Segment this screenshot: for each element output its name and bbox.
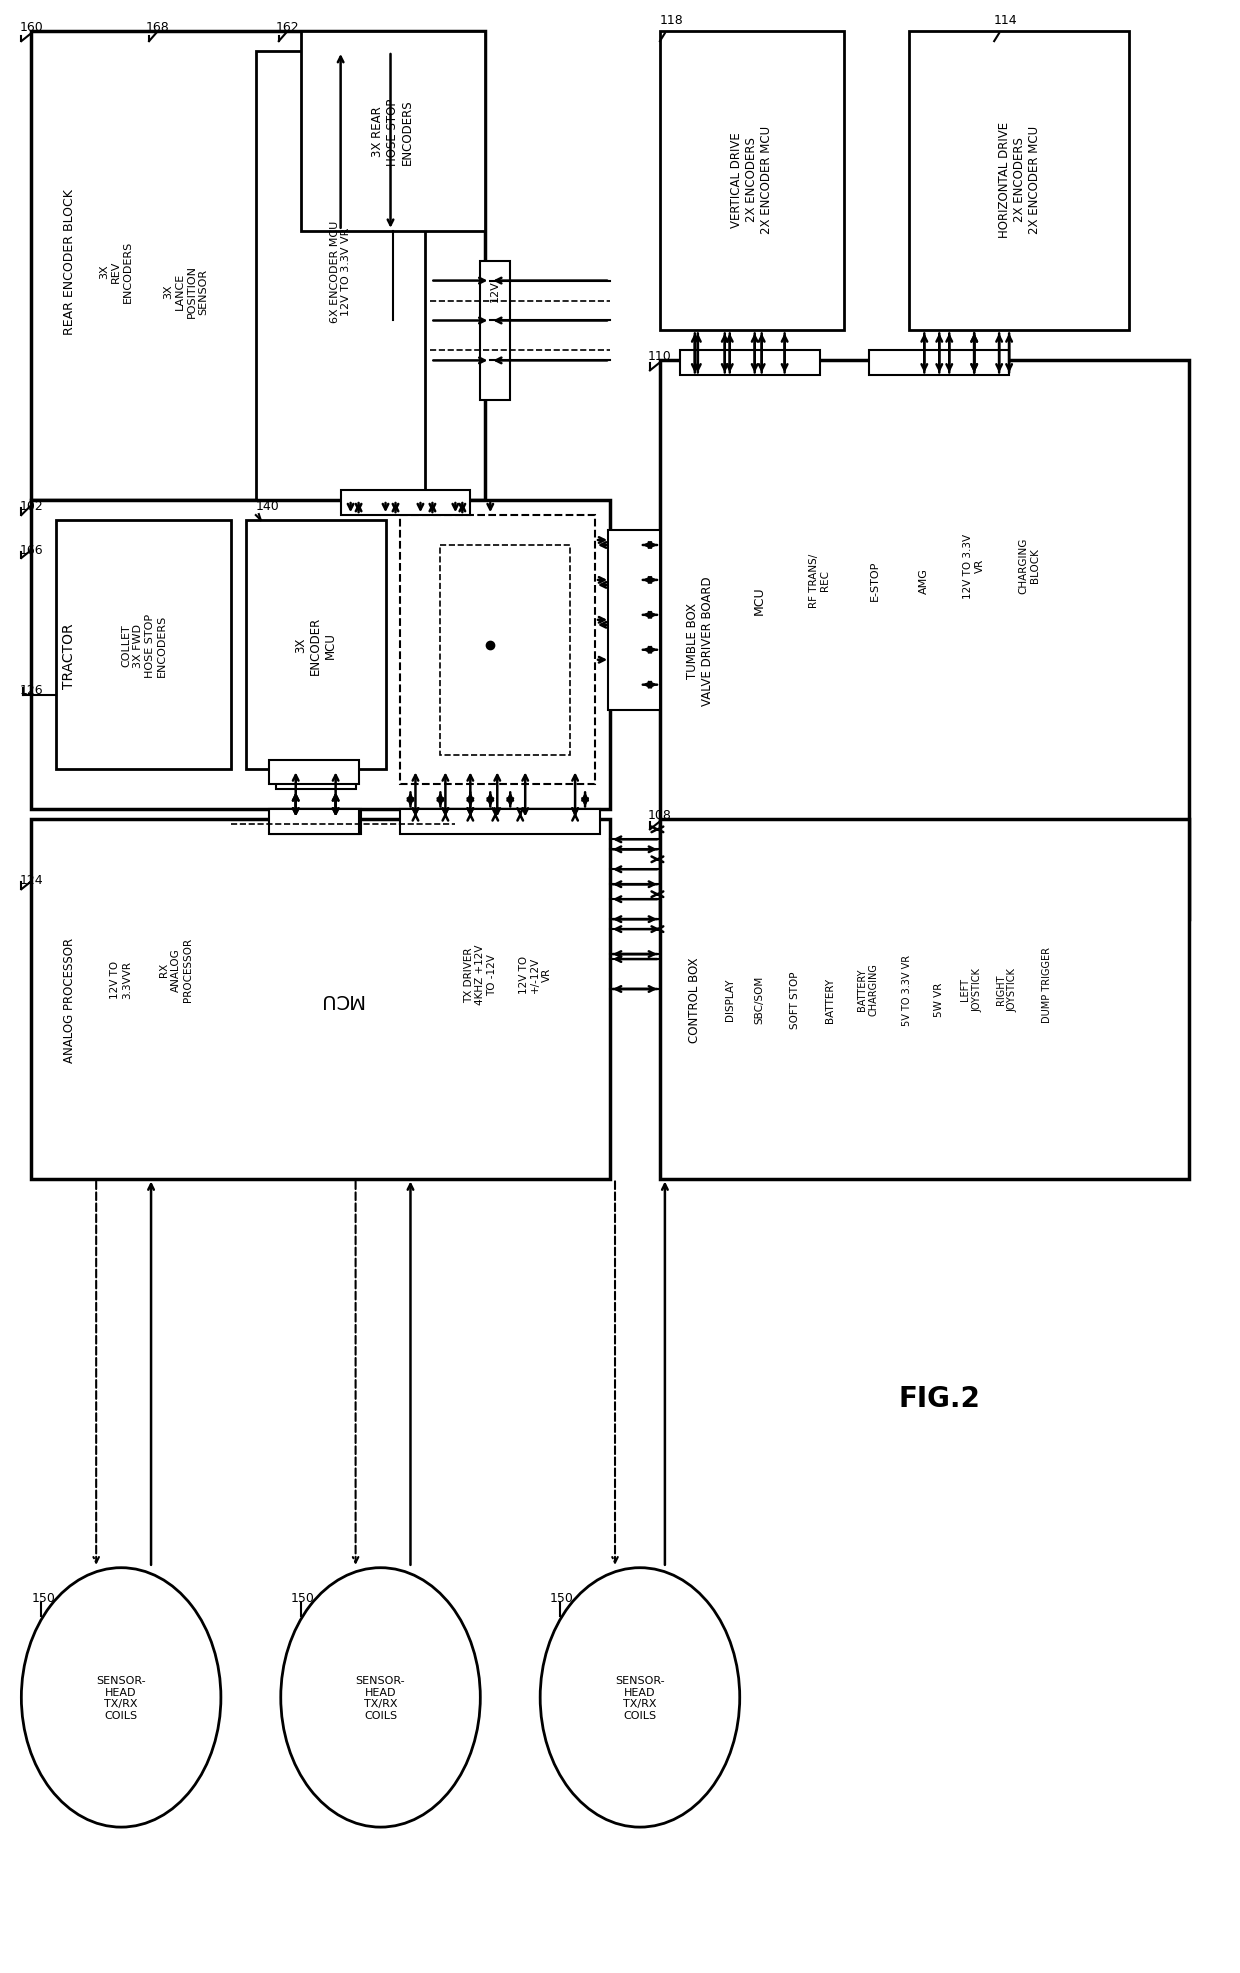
- Text: RX
ANALOG
PROCESSOR: RX ANALOG PROCESSOR: [160, 937, 192, 1002]
- Ellipse shape: [280, 1569, 480, 1827]
- Text: 108: 108: [649, 809, 672, 821]
- Text: SENSOR-
HEAD
TX/RX
COILS: SENSOR- HEAD TX/RX COILS: [615, 1675, 665, 1720]
- Bar: [255, 51, 425, 501]
- Text: MCU: MCU: [753, 586, 766, 616]
- Text: 3X
LANCE
POSITION
SENSOR: 3X LANCE POSITION SENSOR: [164, 264, 208, 318]
- Bar: [660, 32, 844, 331]
- Text: 168: 168: [146, 20, 170, 34]
- Text: 114: 114: [994, 14, 1018, 28]
- Text: 12V TO
+/-12V
VR: 12V TO +/-12V VR: [518, 955, 552, 994]
- Text: SOFT STOP: SOFT STOP: [790, 971, 800, 1028]
- Text: SENSOR-
HEAD
TX/RX
COILS: SENSOR- HEAD TX/RX COILS: [97, 1675, 146, 1720]
- Text: 118: 118: [660, 14, 683, 28]
- Text: 160: 160: [20, 20, 43, 34]
- Ellipse shape: [541, 1569, 740, 1827]
- Text: 5V TO 3.3V VR: 5V TO 3.3V VR: [903, 955, 913, 1026]
- Bar: [660, 361, 1189, 919]
- Text: TX DRIVER
4KHZ +12V
TO -12V: TX DRIVER 4KHZ +12V TO -12V: [464, 945, 497, 1004]
- Text: 12V: 12V: [490, 280, 500, 302]
- Text: SENSOR-
HEAD
TX/RX
COILS: SENSOR- HEAD TX/RX COILS: [356, 1675, 405, 1720]
- Text: 3X
REV
ENCODERS: 3X REV ENCODERS: [99, 241, 133, 302]
- Text: DUMP TRIGGER: DUMP TRIGGER: [1042, 947, 1052, 1022]
- Text: VERTICAL DRIVE
2X ENCODERS
2X ENCODER MCU: VERTICAL DRIVE 2X ENCODERS 2X ENCODER MC…: [730, 126, 774, 233]
- Bar: [341, 491, 470, 515]
- Bar: [275, 766, 356, 789]
- Text: REAR ENCODER BLOCK: REAR ENCODER BLOCK: [63, 189, 76, 333]
- Bar: [301, 32, 485, 231]
- Text: 102: 102: [20, 499, 43, 513]
- Text: DISPLAY: DISPLAY: [724, 979, 735, 1020]
- Bar: [608, 531, 660, 710]
- Bar: [401, 811, 600, 835]
- Bar: [31, 32, 485, 501]
- Text: RIGHT
JOYSTICK: RIGHT JOYSTICK: [996, 967, 1018, 1012]
- Bar: [869, 351, 1009, 377]
- Bar: [440, 547, 570, 756]
- Text: 150: 150: [31, 1592, 56, 1604]
- Text: RF TRANS/
REC: RF TRANS/ REC: [808, 554, 831, 608]
- Text: 150: 150: [290, 1592, 315, 1604]
- Text: AMG: AMG: [919, 568, 929, 594]
- Bar: [909, 32, 1128, 331]
- Bar: [246, 521, 386, 769]
- Bar: [269, 811, 358, 835]
- Text: MCU: MCU: [319, 990, 363, 1008]
- Text: BATTERY
CHARGING: BATTERY CHARGING: [857, 963, 878, 1016]
- Text: ANALOG PROCESSOR: ANALOG PROCESSOR: [63, 937, 76, 1061]
- Ellipse shape: [21, 1569, 221, 1827]
- Text: COLLET
3X FWD
HOSE STOP
ENCODERS: COLLET 3X FWD HOSE STOP ENCODERS: [122, 614, 166, 677]
- Text: 6X ENCODER MCU
12V TO 3.3V VR: 6X ENCODER MCU 12V TO 3.3V VR: [330, 221, 351, 322]
- Bar: [31, 501, 610, 811]
- Bar: [31, 821, 610, 1180]
- Text: 140: 140: [255, 499, 279, 513]
- Text: 124: 124: [20, 874, 43, 886]
- Text: 162: 162: [275, 20, 299, 34]
- Bar: [480, 262, 510, 401]
- Text: 12V TO 3.3V
VR: 12V TO 3.3V VR: [963, 533, 985, 598]
- Text: SBC/SOM: SBC/SOM: [755, 975, 765, 1024]
- Text: 3X REAR
HOSE STOP
ENCODERS: 3X REAR HOSE STOP ENCODERS: [371, 99, 414, 166]
- Text: BATTERY: BATTERY: [825, 977, 835, 1022]
- Text: 5W VR: 5W VR: [934, 983, 945, 1016]
- Text: 3X
ENCODER
MCU: 3X ENCODER MCU: [294, 616, 337, 675]
- Bar: [56, 521, 231, 769]
- Bar: [660, 821, 1189, 1180]
- Text: 126: 126: [20, 685, 43, 696]
- Bar: [269, 760, 358, 785]
- Bar: [680, 351, 820, 377]
- Text: 166: 166: [20, 545, 43, 556]
- Bar: [401, 515, 595, 785]
- Text: 12V TO
3.3VVR: 12V TO 3.3VVR: [110, 961, 131, 998]
- Text: LEFT
JOYSTICK: LEFT JOYSTICK: [961, 967, 982, 1012]
- Text: CHARGING
BLOCK: CHARGING BLOCK: [1018, 537, 1040, 594]
- Text: 150: 150: [551, 1592, 574, 1604]
- Bar: [270, 811, 361, 835]
- Text: FIG.2: FIG.2: [898, 1385, 981, 1413]
- Text: TUMBLE BOX
VALVE DRIVER BOARD: TUMBLE BOX VALVE DRIVER BOARD: [686, 576, 714, 704]
- Text: E-STOP: E-STOP: [869, 560, 879, 602]
- Text: TRACTOR: TRACTOR: [62, 623, 76, 689]
- Text: CONTROL BOX: CONTROL BOX: [688, 957, 702, 1042]
- Text: 110: 110: [649, 349, 672, 363]
- Text: HORIZONTAL DRIVE
2X ENCODERS
2X ENCODER MCU: HORIZONTAL DRIVE 2X ENCODERS 2X ENCODER …: [998, 122, 1040, 239]
